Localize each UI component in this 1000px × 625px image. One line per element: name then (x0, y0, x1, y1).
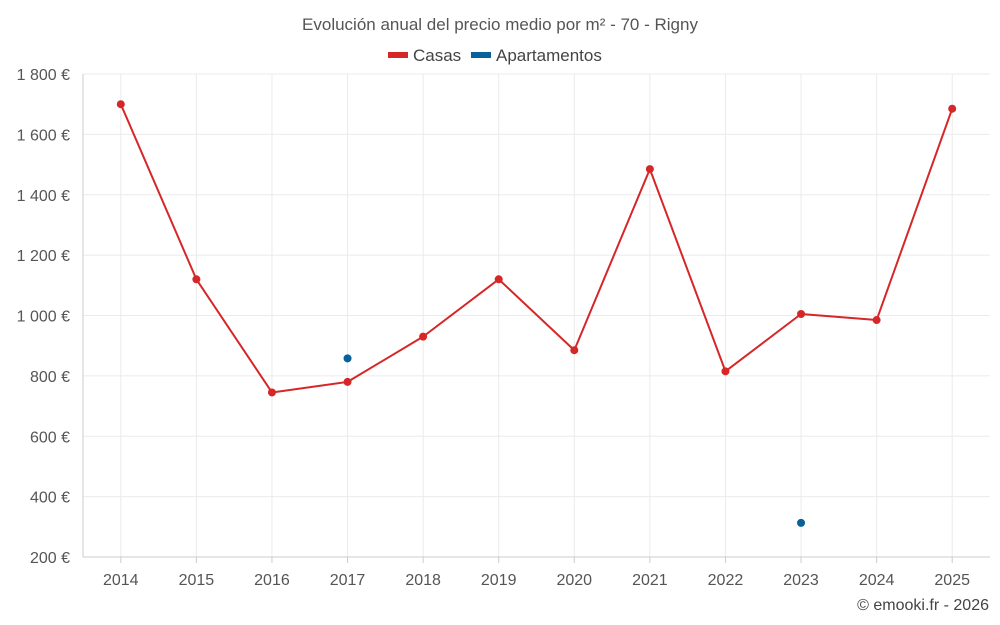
legend-item-casas[interactable]: Casas (388, 46, 461, 65)
series-casas (116, 100, 957, 397)
y-axis-ticks: 200 € 400 € 600 € 800 € 1 000 € 1 200 € 1 400 … (17, 67, 70, 567)
y-tick-label: 1 200 € (17, 248, 70, 265)
x-tick-label: 2018 (405, 572, 441, 589)
x-tick-label: 2016 (254, 572, 290, 589)
series-apartamentos (343, 354, 806, 527)
legend-label-apartamentos: Apartamentos (496, 46, 602, 65)
y-tick-label: 1 600 € (17, 127, 70, 144)
credit-text: © emooki.fr - 2026 (857, 597, 989, 614)
data-point-casas-2017[interactable] (343, 377, 352, 386)
legend-swatch-apartamentos (471, 52, 491, 58)
y-tick-label: 1 800 € (17, 67, 70, 84)
y-tick-label: 200 € (30, 550, 70, 567)
x-tick-label: 2022 (708, 572, 744, 589)
x-tick-label: 2024 (859, 572, 895, 589)
data-point-casas-2015[interactable] (192, 275, 201, 284)
data-point-casas-2021[interactable] (645, 165, 654, 174)
axes (82, 74, 990, 558)
data-point-casas-2014[interactable] (116, 100, 125, 109)
y-tick-label: 800 € (30, 369, 70, 386)
x-tick-label: 2014 (103, 572, 139, 589)
x-tick-label: 2015 (179, 572, 215, 589)
legend-label-casas: Casas (413, 46, 461, 65)
data-point-casas-2018[interactable] (419, 332, 428, 341)
y-tick-label: 1 400 € (17, 188, 70, 205)
x-axis-ticks: 2014 2015 2016 2017 2018 2019 2020 2021 2022 2023… (103, 557, 970, 589)
data-point-casas-2023[interactable] (797, 309, 806, 318)
legend-swatch-casas (388, 52, 408, 58)
data-point-casas-2016[interactable] (267, 388, 276, 397)
series-line-casas (119, 103, 954, 394)
x-tick-label: 2023 (783, 572, 819, 589)
data-point-apartamentos-2023[interactable] (797, 518, 806, 527)
x-tick-label: 2020 (556, 572, 592, 589)
data-point-casas-2022[interactable] (721, 367, 730, 376)
data-point-casas-2024[interactable] (872, 316, 881, 325)
data-point-casas-2025[interactable] (948, 104, 957, 113)
data-point-casas-2020[interactable] (570, 346, 579, 355)
y-tick-label: 400 € (30, 490, 70, 507)
legend-item-apartamentos[interactable]: Apartamentos (471, 46, 602, 65)
data-point-apartamentos-2017[interactable] (343, 354, 352, 363)
x-tick-label: 2025 (934, 572, 970, 589)
series-layer (116, 100, 957, 527)
legend: Casas Apartamentos (388, 46, 602, 65)
y-tick-label: 1 000 € (17, 309, 70, 326)
y-tick-label: 600 € (30, 429, 70, 446)
x-tick-label: 2019 (481, 572, 517, 589)
data-point-casas-2019[interactable] (494, 275, 503, 284)
x-tick-label: 2021 (632, 572, 668, 589)
x-tick-label: 2017 (330, 572, 366, 589)
chart-title: Evolución anual del precio medio por m² … (302, 15, 698, 34)
